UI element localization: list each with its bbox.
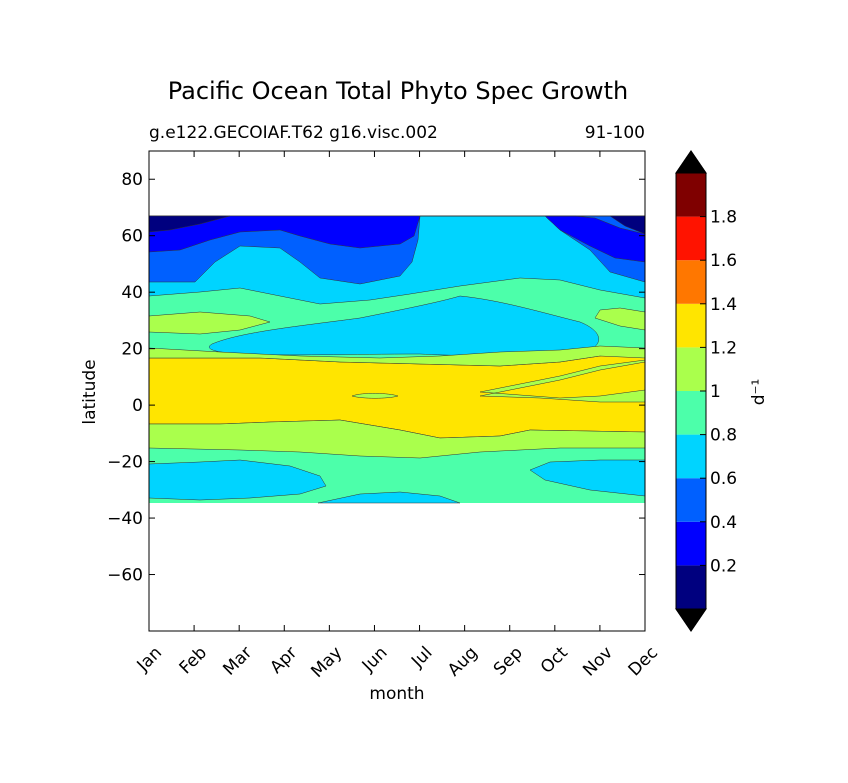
chart-subtitle-left: g.e122.GECOIAF.T62 g16.visc.002: [149, 123, 438, 143]
colorbar-segment: [676, 478, 706, 522]
contour-region-north-gyre: [208, 295, 599, 356]
contour-region-north-lime: [148, 311, 271, 335]
contour-region-south-gyre-east: [529, 459, 646, 497]
colorbar-tick-label: 0.6: [710, 469, 737, 489]
colorbar-segment: [676, 391, 706, 435]
y-axis: 80 60 40 20 0 −20 −40 −60: [107, 170, 645, 586]
colorbar-segment: [676, 434, 706, 479]
x-tick-label: Feb: [176, 643, 211, 678]
y-tick-label: 20: [121, 340, 143, 360]
x-tick-label: Dec: [625, 643, 662, 680]
x-tick-label: Mar: [219, 643, 256, 680]
contour-region-south-gyre-bottom: [317, 491, 461, 504]
contour-region-south-gyre-west: [148, 459, 327, 501]
y-tick-label: −60: [107, 566, 143, 586]
colorbar-tick-label: 1.4: [710, 295, 737, 315]
colorbar-tick-label: 1.8: [710, 208, 737, 228]
colorbar-tick-label: 0.4: [710, 513, 737, 533]
colorbar-segment: [676, 347, 706, 391]
chart-subtitle-right: 91-100: [585, 123, 645, 143]
contour-region-north-deepblue: [148, 215, 646, 263]
y-axis-label: latitude: [80, 359, 100, 424]
chart-title: Pacific Ocean Total Phyto Spec Growth: [168, 77, 629, 105]
colorbar-extend-max: [675, 150, 707, 174]
y-tick-label: 60: [121, 227, 143, 247]
colorbar-label: d⁻¹: [749, 379, 769, 406]
x-tick-label: Nov: [579, 643, 617, 681]
colorbar-tick-label: 0.2: [710, 556, 737, 576]
y-tick-label: 80: [121, 170, 143, 190]
x-tick-label: Sep: [490, 643, 527, 680]
colorbar-extend-min: [675, 608, 707, 632]
plot-frame: [148, 150, 646, 632]
colorbar-segment: [676, 216, 706, 261]
y-tick-label: 0: [132, 396, 143, 416]
x-tick-label: May: [307, 643, 346, 682]
y-tick-label: −40: [107, 509, 143, 529]
x-tick-label: Jan: [133, 643, 166, 676]
colorbar-segment: [676, 260, 706, 304]
y-tick-label: 40: [121, 283, 143, 303]
colorbar-outline: [675, 150, 707, 632]
y-tick-label: −20: [107, 453, 143, 473]
x-axis-label: month: [369, 684, 424, 704]
x-tick-label: Jul: [407, 643, 436, 672]
colorbar-tick-label: 0.8: [710, 426, 737, 446]
colorbar-tick-label: 1: [710, 382, 721, 402]
colorbar-segment: [676, 173, 706, 217]
colorbar: 0.2 0.4 0.6 0.8 1 1.2 1.4 1.6 1.8: [675, 150, 737, 632]
x-tick-label: Jun: [358, 643, 392, 677]
x-tick-label: Oct: [537, 643, 572, 678]
colorbar-tick-label: 1.2: [710, 338, 737, 358]
contour-field: [148, 215, 646, 504]
x-tick-label: Apr: [266, 643, 301, 678]
contour-region-north-blue: [148, 215, 646, 285]
colorbar-tick-label: 1.6: [710, 251, 737, 271]
colorbar-segment: [676, 521, 706, 566]
x-tick-label: Aug: [444, 643, 482, 681]
colorbar-segment: [676, 303, 706, 348]
colorbar-segment: [676, 565, 706, 609]
contour-region-lime-island: [351, 393, 399, 399]
